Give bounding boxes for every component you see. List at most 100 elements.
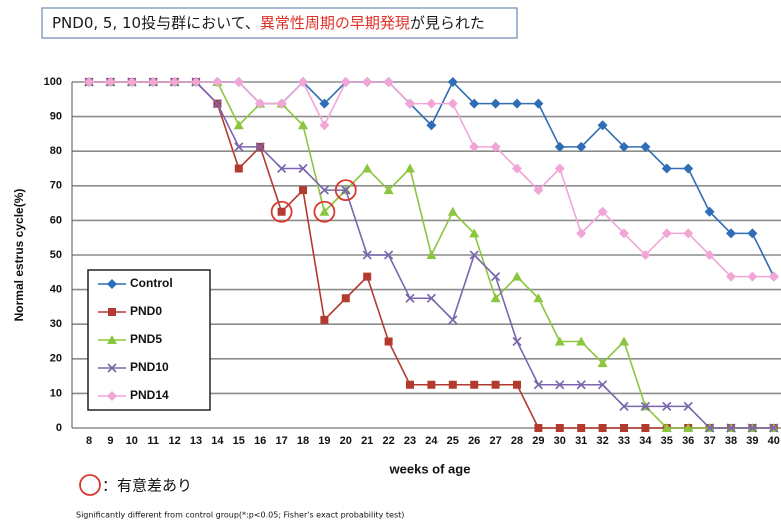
marker: [406, 380, 414, 389]
y-tick-label: 70: [50, 180, 62, 192]
x-tick-label: 38: [725, 435, 737, 447]
x-tick-label: 8: [86, 435, 92, 447]
series-line: [89, 80, 775, 277]
marker: [469, 250, 479, 260]
y-tick-label: 90: [50, 111, 62, 123]
marker: [577, 424, 586, 432]
marker: [490, 98, 501, 109]
chart-title: PND0, 5, 10投与群において、異常性周期の早期発現が見られた: [52, 14, 485, 32]
marker: [533, 98, 544, 109]
legend-label: PND10: [130, 360, 169, 374]
marker: [576, 228, 587, 239]
marker: [319, 185, 329, 195]
marker: [341, 185, 351, 195]
marker: [298, 120, 308, 130]
marker: [448, 380, 457, 389]
marker: [107, 279, 117, 289]
footnote: Significantly different from control gro…: [76, 511, 404, 520]
marker: [169, 77, 180, 87]
marker: [426, 293, 436, 303]
marker: [512, 98, 522, 109]
marker: [447, 206, 458, 216]
marker: [641, 424, 650, 432]
marker: [469, 228, 480, 238]
marker: [383, 77, 394, 87]
x-tick-label: 23: [404, 435, 416, 447]
significance-circle: [313, 200, 336, 223]
x-tick-label: 28: [511, 435, 523, 447]
marker: [619, 401, 629, 411]
x-tick-label: 22: [382, 435, 394, 447]
marker: [704, 206, 715, 217]
marker: [276, 98, 287, 109]
y-axis-label: Normal estrus cycle(%): [12, 189, 26, 322]
marker: [683, 163, 694, 174]
x-tick-label: 27: [489, 435, 501, 447]
x-tick-label: 40: [768, 435, 780, 447]
marker: [554, 141, 565, 152]
marker: [405, 293, 415, 303]
series-line: [89, 80, 774, 278]
y-tick-label: 80: [50, 145, 62, 157]
marker: [661, 163, 672, 174]
marker: [108, 308, 116, 316]
legend-label: PND5: [130, 332, 162, 346]
x-tick-label: 9: [107, 435, 113, 447]
x-tick-label: 21: [361, 435, 373, 447]
marker: [191, 77, 201, 87]
marker: [362, 163, 373, 173]
marker: [362, 77, 373, 87]
marker: [447, 98, 458, 109]
marker: [533, 185, 544, 196]
marker: [383, 185, 394, 195]
marker: [513, 380, 521, 389]
marker: [662, 401, 672, 411]
marker: [426, 98, 437, 109]
marker: [491, 380, 500, 389]
marker: [533, 380, 543, 390]
y-tick-label: 60: [50, 214, 62, 226]
marker: [233, 77, 244, 87]
marker: [405, 163, 415, 173]
marker: [726, 271, 736, 282]
marker: [512, 163, 522, 174]
marker: [255, 98, 266, 109]
x-tick-label: 14: [211, 435, 224, 447]
y-tick-label: 20: [50, 353, 62, 365]
marker: [619, 228, 629, 239]
marker: [107, 391, 117, 401]
marker: [320, 315, 329, 324]
y-tick-label: 100: [44, 76, 62, 88]
x-tick-label: 24: [425, 435, 438, 447]
marker: [747, 423, 757, 433]
marker: [619, 336, 629, 346]
marker: [148, 77, 159, 87]
marker: [576, 336, 587, 346]
x-tick-label: 30: [554, 435, 566, 447]
title-part: 異常性周期の早期発現: [260, 14, 410, 32]
marker: [683, 401, 693, 411]
marker: [233, 120, 244, 130]
x-tick-label: 17: [275, 435, 287, 447]
x-tick-label: 10: [126, 435, 138, 447]
marker: [640, 141, 651, 152]
legend-label: PND0: [130, 304, 162, 318]
marker: [512, 271, 522, 281]
x-tick-label: 32: [596, 435, 608, 447]
x-tick-label: 20: [340, 435, 352, 447]
marker: [340, 77, 351, 87]
x-tick-label: 26: [468, 435, 480, 447]
marker: [576, 380, 586, 390]
marker: [490, 141, 501, 152]
marker: [747, 271, 758, 282]
marker: [554, 163, 565, 174]
y-tick-label: 30: [50, 318, 62, 330]
marker: [555, 380, 565, 390]
title-box: [41, 7, 518, 39]
marker: [299, 186, 307, 195]
legend-label: PND14: [130, 388, 169, 402]
marker: [597, 206, 608, 217]
marker: [405, 98, 415, 109]
x-tick-label: 11: [147, 435, 159, 447]
